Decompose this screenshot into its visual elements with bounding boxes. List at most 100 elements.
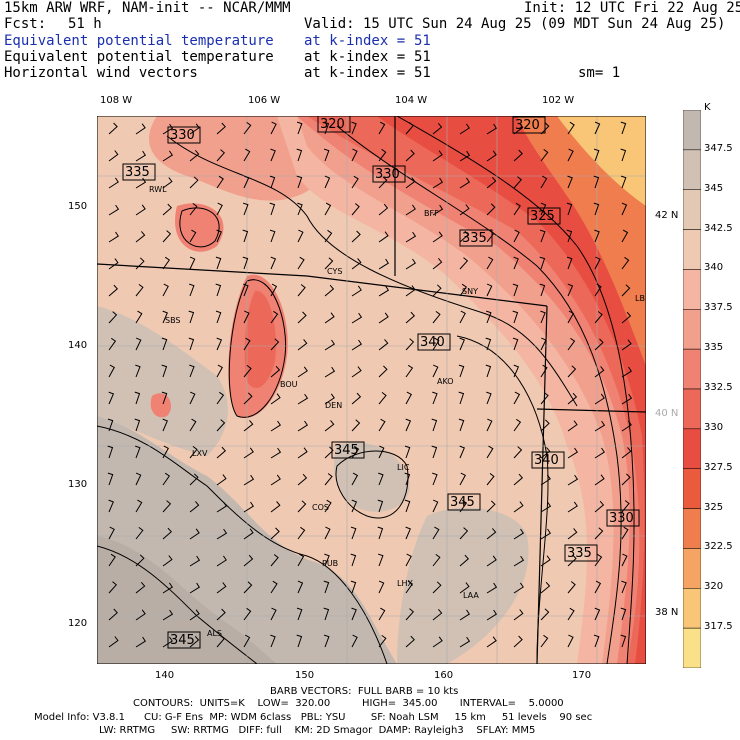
wind-barb: [486, 391, 492, 405]
wind-barb: [621, 500, 630, 513]
field-2-name: Equivalent potential temperature: [4, 49, 274, 65]
station-label: ALS: [207, 629, 222, 638]
field-3-name: Horizontal wind vectors: [4, 65, 198, 81]
wind-barb: [486, 500, 496, 513]
colorbar-swatch: [683, 189, 701, 230]
wind-barb: [378, 258, 389, 270]
wind-barb: [567, 528, 578, 540]
wind-barb: [432, 150, 443, 162]
wind-barb: [540, 634, 549, 648]
wind-barb: [216, 122, 226, 135]
station-label: BFF: [424, 209, 439, 218]
wind-barb: [243, 528, 254, 540]
wind-barb: [594, 121, 601, 135]
wind-barb: [405, 580, 414, 594]
wind-barb: [377, 526, 384, 540]
wind-barb: [512, 283, 519, 297]
contour-label-box: [167, 631, 201, 649]
wind-barb: [270, 607, 277, 621]
wind-barb: [432, 177, 443, 189]
contour-label-box: [512, 116, 546, 134]
wind-barb: [108, 204, 120, 216]
wind-barb: [459, 527, 469, 540]
wind-barb: [567, 392, 578, 405]
wind-barb: [567, 607, 575, 621]
wind-barb: [324, 446, 334, 459]
barb-legend: BARB VECTORS: FULL BARB = 10 kts: [270, 686, 459, 697]
wind-barb: [270, 338, 280, 351]
wind-barb: [431, 418, 438, 432]
border-ne-ks: [536, 408, 646, 413]
field-1-name: Equivalent potential temperature: [4, 33, 274, 49]
wind-barb: [269, 175, 276, 189]
contour-labels: 330 320 320 335 330 325 335 340 345 340 345 330 335 3…: [122, 116, 640, 649]
wind-barb: [216, 635, 225, 648]
wind-barb: [594, 393, 605, 405]
wind-barb: [162, 310, 168, 324]
theta-e-map: RWL CYS BFF SNY SBS BOU AKO DEN LXV LIC COS PUB LHX L…: [97, 116, 646, 664]
colorbar-label: 325: [704, 501, 724, 513]
wind-barb: [621, 202, 628, 216]
colorbar-label: 335: [704, 342, 724, 354]
model-title: 15km ARW WRF, NAM-init -- NCAR/MMM: [4, 0, 291, 16]
contour-nw-loop: [179, 207, 220, 248]
wind-barb: [432, 391, 438, 405]
colorbar: [683, 110, 701, 668]
wind-barb: [594, 553, 603, 567]
wind-barb: [297, 553, 305, 567]
wind-barb: [620, 634, 627, 648]
field-ne-ridge: [307, 116, 646, 664]
wind-barb: [593, 202, 600, 216]
wind-barb: [270, 420, 282, 432]
wind-barb: [162, 230, 172, 243]
wind-barb: [593, 175, 600, 189]
wind-barb: [242, 229, 249, 243]
field-3-k: 51: [414, 65, 431, 81]
wind-barb: [135, 527, 144, 540]
station-label: COS: [312, 503, 329, 512]
contour-345-south: [97, 425, 388, 664]
smoothing-label: sm= 1: [578, 65, 621, 81]
wind-barb: [297, 311, 307, 324]
wind-barb: [512, 310, 519, 324]
wind-barb: [108, 311, 118, 324]
contour-335-east: [336, 125, 622, 664]
wind-barb: [297, 473, 308, 486]
wind-barb: [594, 338, 604, 351]
grid-y-label-130: 130: [68, 479, 88, 490]
lon-label-108w: 108 W: [100, 95, 133, 106]
wind-barb: [108, 122, 118, 135]
wind-barb: [378, 231, 389, 243]
wind-barb: [567, 581, 576, 594]
wind-barb: [350, 526, 357, 540]
wind-barb: [378, 365, 388, 378]
wind-barb: [135, 257, 145, 270]
wind-barb: [540, 310, 546, 324]
wind-barb: [162, 123, 174, 135]
wind-barb: [108, 581, 118, 594]
field-west-strip-core: [244, 290, 276, 389]
wind-barb: [351, 121, 357, 135]
wind-barb: [405, 418, 412, 432]
wind-barb: [566, 229, 573, 243]
station-label: SNY: [462, 287, 478, 296]
grid-y-label-140: 140: [68, 340, 88, 351]
wind-barb: [270, 121, 277, 135]
wind-barb: [486, 636, 497, 648]
wind-barb: [135, 310, 143, 324]
contour-legend: CONTOURS: UNITS=K LOW= 320.00 HIGH= 345.…: [133, 698, 564, 709]
wind-barb: [567, 634, 574, 648]
wind-barb: [270, 447, 282, 459]
wind-barb: [270, 256, 277, 270]
wind-barb: [378, 148, 387, 162]
wind-barb: [621, 473, 631, 486]
wind-barb: [594, 580, 602, 594]
wind-barb: [189, 501, 200, 513]
wind-barb: [405, 231, 417, 243]
field-nw-blob: [175, 203, 224, 252]
wind-barb: [270, 148, 276, 162]
wind-barb: [243, 420, 254, 432]
wind-barb: [162, 203, 173, 216]
contour-label: 330: [170, 128, 195, 143]
wind-barb: [324, 473, 333, 486]
